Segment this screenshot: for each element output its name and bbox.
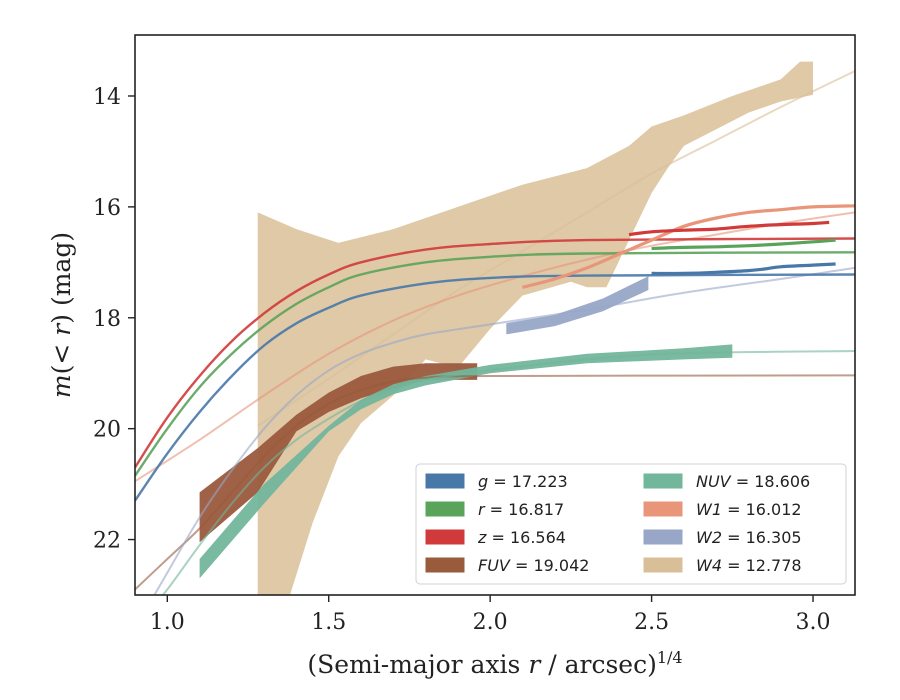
legend: g = 17.223 r = 16.817 z = 16.564 FUV = 19.0…	[415, 463, 847, 585]
observed-line-z	[628, 220, 830, 237]
x-tick-label: 1.0	[150, 610, 185, 635]
y-tick-label: 14	[93, 85, 121, 110]
legend-swatch-NUV	[643, 473, 683, 489]
axes-frame	[134, 34, 856, 596]
band-W4	[257, 61, 813, 595]
legend-entry-W2: W2 = 16.305	[696, 528, 802, 547]
legend-swatch-z	[425, 529, 465, 545]
observed-line-r	[651, 238, 836, 251]
observed-line-W1	[521, 204, 855, 289]
legend-entry-g: g = 17.223	[478, 472, 568, 491]
plot-area	[135, 61, 855, 595]
x-tick-label: 2.5	[634, 610, 669, 635]
model-curve-g	[135, 273, 855, 502]
x-tick-label: 2.0	[473, 610, 508, 635]
y-tick-label: 22	[93, 529, 121, 554]
legend-entry-FUV: FUV = 19.042	[478, 556, 589, 575]
legend-swatch-FUV	[425, 557, 465, 573]
x-tick-label: 3.0	[796, 610, 831, 635]
legend-entry-NUV: NUV = 18.606	[696, 472, 810, 491]
y-tick-label: 18	[93, 307, 121, 332]
legend-swatch-W4	[643, 557, 683, 573]
model-curve-W1	[135, 211, 855, 483]
legend-entry-z: z = 16.564	[477, 528, 566, 547]
model-curve-z	[135, 237, 855, 469]
legend-swatch-r	[425, 501, 465, 517]
model-curve-r	[135, 251, 855, 477]
x-axis-title: (Semi-major axis r / arcsec)1/4	[307, 648, 682, 679]
model-curve-FUV	[135, 374, 855, 591]
y-axis-title: m(< r) (mag)	[47, 232, 76, 398]
band-W2	[506, 276, 649, 335]
axes: 1.0 1.5 2.0 2.5 3.0 14 16 18 20 22	[93, 34, 856, 635]
legend-swatch-W1	[643, 501, 683, 517]
model-curve-W4	[257, 70, 855, 427]
legend-entry-W1: W1 = 16.012	[696, 500, 802, 519]
legend-box	[415, 463, 847, 585]
x-tick-label: 1.5	[311, 610, 346, 635]
legend-entry-r: r = 16.817	[478, 500, 564, 519]
y-tick-label: 16	[93, 196, 121, 221]
legend-swatch-g	[425, 473, 465, 489]
y-tick-label: 20	[93, 418, 121, 443]
observed-line-g	[651, 262, 836, 276]
model-curve-W2	[153, 266, 855, 595]
legend-entry-W4: W4 = 12.778	[696, 556, 802, 575]
model-curve-NUV	[161, 350, 855, 595]
legend-swatch-W2	[643, 529, 683, 545]
